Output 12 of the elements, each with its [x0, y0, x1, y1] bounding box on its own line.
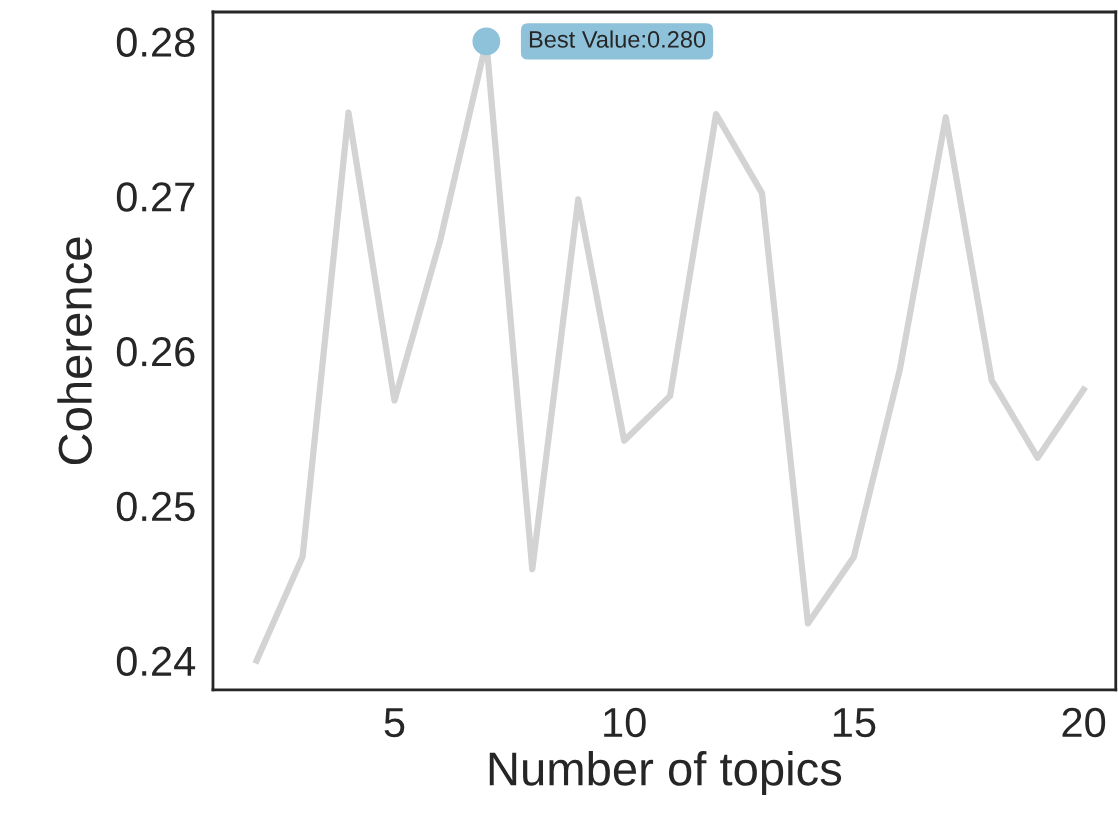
y-tick-label: 0.28	[116, 27, 195, 57]
y-axis-title: Coherence	[57, 237, 92, 465]
annotation: Best Value:0.280	[529, 30, 706, 48]
y-tick-label: 0.27	[116, 182, 195, 212]
x-tick-label: 5	[384, 708, 405, 738]
x-tick-label: 15	[833, 708, 876, 738]
y-tick-label: 0.26	[116, 336, 195, 367]
x-tick-label: 20	[1062, 707, 1106, 738]
y-tick-label: 0.24	[116, 646, 196, 677]
y-tick-label: 0.25	[116, 491, 195, 522]
x-axis-title: Number of topics	[489, 751, 842, 796]
x-tick-label: 10	[604, 707, 646, 738]
